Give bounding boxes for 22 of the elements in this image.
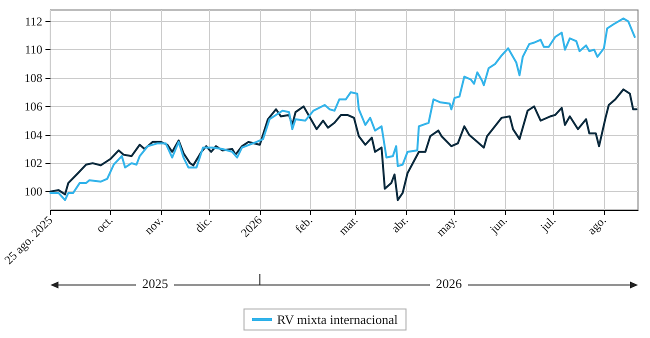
y-tick-label: 110 (24, 42, 42, 57)
line-series (49, 88, 638, 202)
y-tick-label: 112 (24, 14, 42, 28)
x-tick-label: jun. (486, 213, 510, 237)
x-tick-label: feb. (292, 213, 316, 236)
y-tick-label: 104 (24, 128, 42, 142)
y-tick-label: 100 (24, 184, 42, 199)
text: 2026 (430, 276, 468, 292)
line-series (49, 18, 636, 202)
legend-label: RV mixta internacional (277, 312, 398, 327)
y-tick-label: 106 (24, 99, 42, 114)
x-tick-label: ago. (584, 213, 609, 238)
y-tick-label: 102 (24, 156, 42, 170)
text: 2025 (136, 276, 174, 292)
y-tick-label: 108 (24, 71, 42, 86)
x-tick-label: may. (433, 213, 460, 240)
x-tick-label: mar. (336, 213, 361, 238)
x-tick-label: abr. (388, 213, 411, 236)
x-tick-label: jul. (536, 213, 559, 235)
x-tick-label: oct. (93, 213, 116, 236)
x-tick-label: dic. (192, 213, 214, 236)
x-tick-label: nov. (142, 213, 166, 238)
